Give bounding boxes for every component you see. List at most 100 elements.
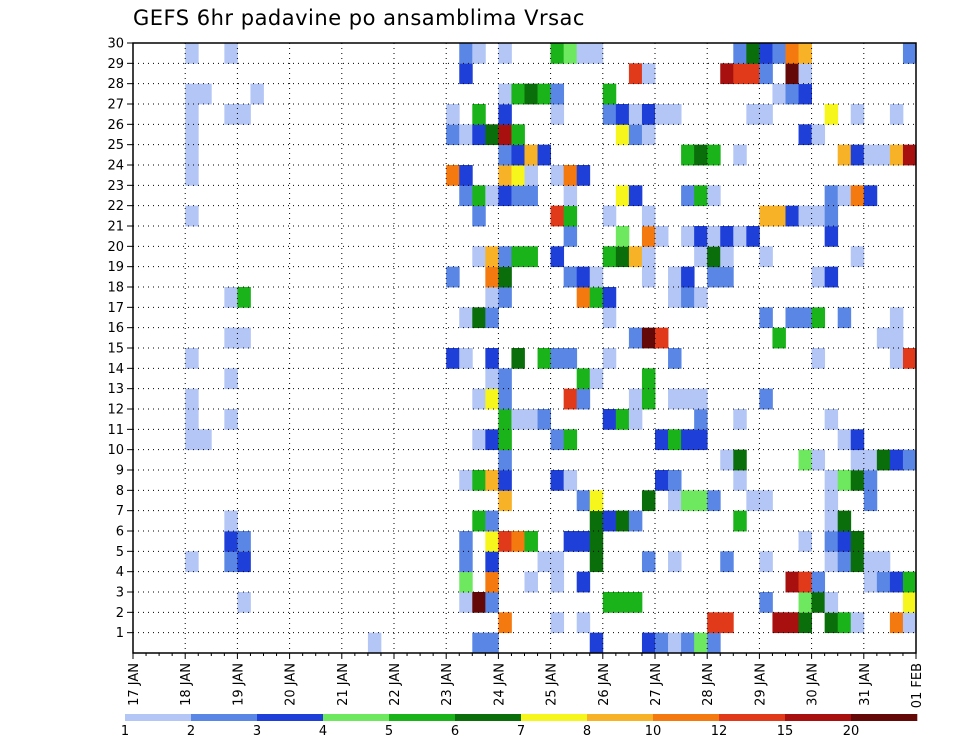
data-cell xyxy=(615,185,630,207)
data-cell xyxy=(485,551,499,573)
x-tick-label: 01 FEB xyxy=(910,663,925,708)
data-cell xyxy=(498,429,512,451)
data-cell xyxy=(472,429,486,451)
data-cell xyxy=(785,63,799,85)
data-cell xyxy=(850,185,865,207)
data-cell xyxy=(237,287,251,308)
data-cell xyxy=(655,632,669,654)
data-cell xyxy=(759,43,773,64)
data-cell xyxy=(615,246,630,268)
data-cell xyxy=(224,368,238,390)
colorbar-swatch xyxy=(785,714,852,721)
data-cell xyxy=(876,571,891,593)
data-cell xyxy=(641,388,656,410)
data-cell xyxy=(472,632,486,654)
data-cell xyxy=(746,226,760,247)
data-cell xyxy=(602,592,617,613)
data-cell xyxy=(472,124,486,146)
data-cell xyxy=(628,388,643,410)
data-cell xyxy=(733,63,747,85)
data-cell xyxy=(641,490,656,512)
data-cell xyxy=(224,551,238,573)
data-cell xyxy=(485,531,499,552)
data-cell xyxy=(785,43,799,64)
data-cell xyxy=(498,388,512,410)
data-cell xyxy=(641,104,656,125)
colorbar-swatch xyxy=(521,714,588,721)
colorbar-label: 2 xyxy=(187,724,195,739)
data-cell xyxy=(641,205,656,227)
x-tick-label: 27 JAN xyxy=(649,663,664,706)
data-cell xyxy=(185,124,199,146)
colorbar-label: 15 xyxy=(777,724,794,739)
data-cell xyxy=(472,43,486,64)
data-cell xyxy=(498,83,512,105)
y-tick-label: 29 xyxy=(107,57,124,72)
data-cell xyxy=(628,592,643,613)
data-cell xyxy=(876,327,891,349)
data-cell xyxy=(524,571,538,593)
data-cell xyxy=(628,124,643,146)
data-cell xyxy=(511,185,525,207)
data-cell xyxy=(589,266,604,288)
data-cell xyxy=(863,470,878,491)
data-cell xyxy=(759,63,773,85)
data-cell xyxy=(837,185,852,207)
data-cell xyxy=(459,43,473,64)
y-tick-label: 30 xyxy=(107,37,124,52)
y-tick-label: 23 xyxy=(107,179,124,194)
data-cell xyxy=(550,429,565,451)
x-tick-label: 28 JAN xyxy=(701,663,716,706)
data-cell xyxy=(759,388,773,410)
data-cell xyxy=(811,307,826,329)
data-cell xyxy=(641,63,656,85)
y-tick-label: 24 xyxy=(107,159,124,174)
data-cell xyxy=(694,144,708,166)
colorbar-swatch xyxy=(323,714,390,721)
y-tick-label: 14 xyxy=(107,362,124,377)
data-cell xyxy=(641,632,656,654)
data-cell xyxy=(576,571,591,593)
data-cell xyxy=(889,612,904,634)
x-tick-label: 23 JAN xyxy=(440,663,455,706)
data-cell xyxy=(550,43,565,64)
data-cell xyxy=(485,592,499,613)
data-cell xyxy=(511,165,525,186)
data-cell xyxy=(720,551,734,573)
data-cell xyxy=(655,470,669,491)
data-cell xyxy=(641,368,656,390)
data-cell xyxy=(759,592,773,613)
data-cell xyxy=(589,43,604,64)
data-cell xyxy=(459,307,473,329)
data-cell xyxy=(185,144,199,166)
data-cell xyxy=(498,612,512,634)
data-cell xyxy=(472,185,486,207)
data-cell xyxy=(863,571,878,593)
data-cell xyxy=(694,429,708,451)
data-cell xyxy=(902,348,917,369)
data-cell xyxy=(602,83,617,105)
data-cell xyxy=(837,551,852,573)
data-cell xyxy=(902,571,917,593)
y-tick-label: 4 xyxy=(116,565,124,580)
data-cell xyxy=(707,144,721,166)
data-cell xyxy=(459,348,473,369)
data-cell xyxy=(798,531,812,552)
data-cell xyxy=(589,510,604,532)
data-cell xyxy=(641,266,656,288)
data-cell xyxy=(576,43,591,64)
data-cell xyxy=(707,226,721,247)
data-cell xyxy=(185,165,199,186)
data-cell xyxy=(681,144,695,166)
data-cell xyxy=(459,165,473,186)
data-cell xyxy=(550,246,565,268)
data-cell xyxy=(185,348,199,369)
data-cell xyxy=(902,449,917,471)
data-cell xyxy=(498,470,512,491)
data-cell xyxy=(798,592,812,613)
data-cell xyxy=(524,531,538,552)
data-cell xyxy=(889,104,904,125)
data-cell xyxy=(550,348,565,369)
data-cell xyxy=(668,266,682,288)
data-cell xyxy=(576,165,591,186)
